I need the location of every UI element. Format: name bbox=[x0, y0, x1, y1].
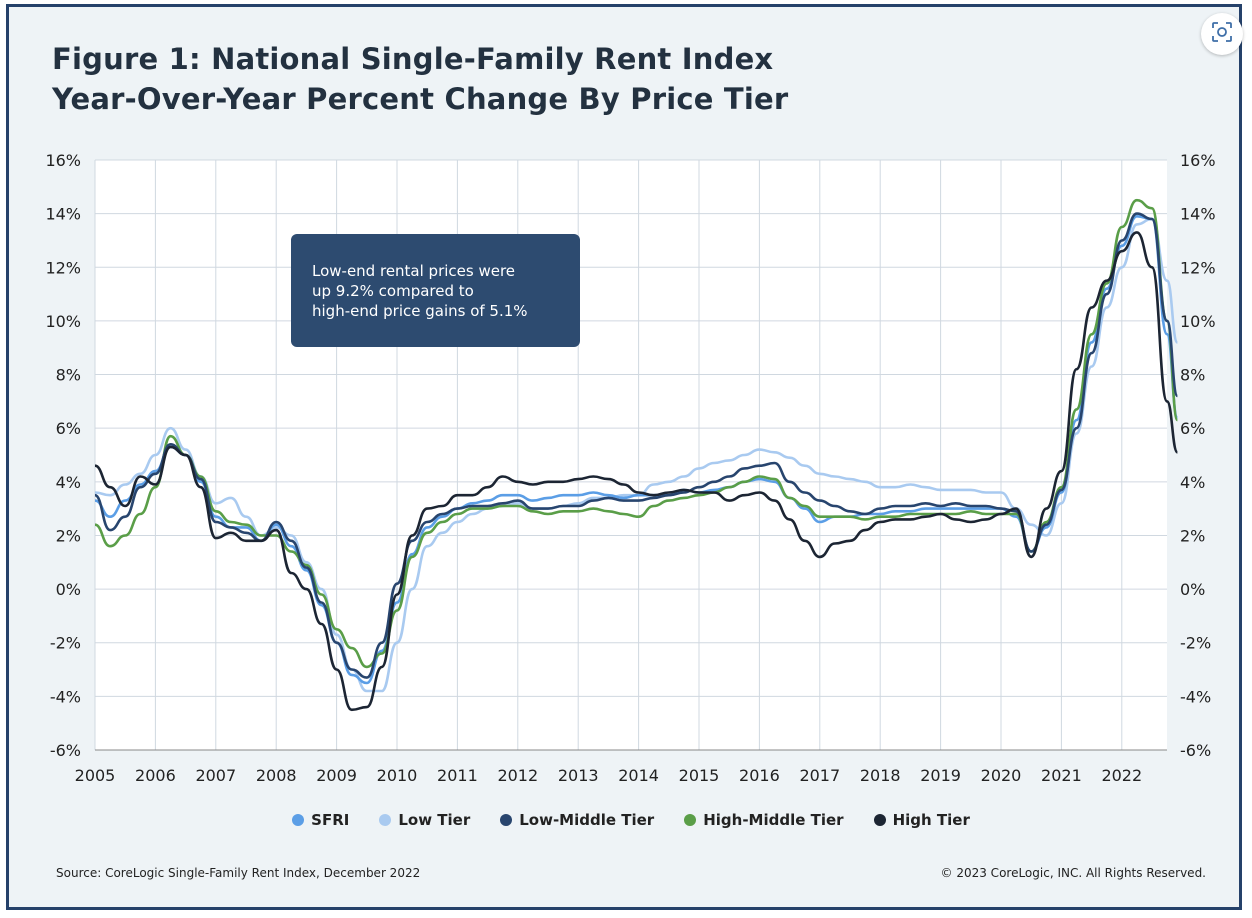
y-tick-label-right: 2% bbox=[1180, 526, 1205, 545]
legend: SFRI Low Tier Low-Middle Tier High-Middle T… bbox=[0, 811, 1252, 829]
x-tick-label: 2013 bbox=[558, 766, 599, 785]
x-tick-label: 2010 bbox=[377, 766, 418, 785]
y-tick-label-left: -6% bbox=[50, 741, 81, 760]
legend-item-high-tier[interactable]: High Tier bbox=[873, 811, 970, 829]
y-tick-label-left: 12% bbox=[45, 258, 81, 277]
y-tick-label-right: -6% bbox=[1180, 741, 1211, 760]
lens-button[interactable] bbox=[1201, 13, 1243, 55]
annotation-text-line-2: up 9.2% compared to bbox=[312, 282, 474, 300]
x-tick-label: 2017 bbox=[799, 766, 840, 785]
y-tick-label-right: -4% bbox=[1180, 687, 1211, 706]
y-tick-label-right: -2% bbox=[1180, 634, 1211, 653]
y-tick-label-left: 8% bbox=[56, 366, 81, 385]
y-tick-label-right: 8% bbox=[1180, 366, 1205, 385]
x-tick-label: 2009 bbox=[316, 766, 357, 785]
source-note: Source: CoreLogic Single-Family Rent Ind… bbox=[56, 866, 421, 880]
x-tick-label: 2022 bbox=[1101, 766, 1142, 785]
annotation-text-line-1: Low-end rental prices were bbox=[312, 262, 515, 280]
y-tick-label-left: 6% bbox=[56, 419, 81, 438]
legend-label: High-Middle Tier bbox=[703, 811, 844, 829]
search-lens-icon bbox=[1210, 20, 1234, 48]
legend-swatch bbox=[379, 814, 392, 826]
x-tick-label: 2020 bbox=[981, 766, 1022, 785]
y-tick-label-left: 2% bbox=[56, 526, 81, 545]
x-tick-label: 2005 bbox=[75, 766, 116, 785]
annotation-text-line-3: high-end price gains of 5.1% bbox=[312, 302, 528, 320]
x-tick-label: 2019 bbox=[920, 766, 961, 785]
series-line-high-middle-tier bbox=[94, 198, 1179, 669]
legend-label: Low Tier bbox=[398, 811, 471, 829]
y-tick-label-right: 4% bbox=[1180, 473, 1205, 492]
x-tick-label: 2011 bbox=[437, 766, 478, 785]
y-tick-label-left: -2% bbox=[50, 634, 81, 653]
legend-swatch bbox=[500, 814, 513, 826]
y-tick-label-right: 0% bbox=[1180, 580, 1205, 599]
x-tick-label: 2007 bbox=[195, 766, 236, 785]
x-tick-label: 2008 bbox=[256, 766, 297, 785]
legend-swatch bbox=[684, 814, 697, 826]
legend-label: High Tier bbox=[892, 811, 970, 829]
chart-title-line-2: Year-Over-Year Percent Change By Price T… bbox=[52, 82, 789, 116]
chart-title-line-1: Figure 1: National Single-Family Rent In… bbox=[52, 42, 774, 76]
legend-swatch bbox=[292, 814, 305, 826]
y-tick-label-right: 16% bbox=[1180, 151, 1216, 170]
legend-swatch bbox=[873, 814, 886, 826]
legend-item-low-middle-tier[interactable]: Low-Middle Tier bbox=[500, 811, 654, 829]
x-tick-label: 2018 bbox=[860, 766, 901, 785]
y-tick-label-left: -4% bbox=[50, 687, 81, 706]
y-tick-label-right: 6% bbox=[1180, 419, 1205, 438]
copyright-note: © 2023 CoreLogic, INC. All Rights Reserv… bbox=[940, 866, 1206, 880]
x-tick-label: 2015 bbox=[679, 766, 720, 785]
legend-item-sfri[interactable]: SFRI bbox=[292, 811, 349, 829]
plot-area bbox=[95, 160, 1167, 750]
annotation-box bbox=[291, 234, 580, 347]
y-tick-label-left: 0% bbox=[56, 580, 81, 599]
y-tick-label-left: 10% bbox=[45, 312, 81, 331]
y-tick-label-left: 4% bbox=[56, 473, 81, 492]
x-tick-label: 2021 bbox=[1041, 766, 1082, 785]
series-line-low-middle-tier bbox=[94, 212, 1179, 679]
y-tick-label-right: 12% bbox=[1180, 258, 1216, 277]
x-tick-label: 2006 bbox=[135, 766, 176, 785]
legend-item-low-tier[interactable]: Low Tier bbox=[379, 811, 470, 829]
y-tick-label-right: 14% bbox=[1180, 205, 1216, 224]
y-tick-label-left: 16% bbox=[45, 151, 81, 170]
series-line-high-tier bbox=[94, 231, 1179, 712]
x-tick-label: 2012 bbox=[497, 766, 538, 785]
x-tick-label: 2016 bbox=[739, 766, 780, 785]
legend-item-high-middle-tier[interactable]: High-Middle Tier bbox=[684, 811, 844, 829]
legend-label: Low-Middle Tier bbox=[519, 811, 655, 829]
y-tick-label-left: 14% bbox=[45, 205, 81, 224]
y-tick-label-right: 10% bbox=[1180, 312, 1216, 331]
x-tick-label: 2014 bbox=[618, 766, 659, 785]
legend-label: SFRI bbox=[311, 811, 350, 829]
